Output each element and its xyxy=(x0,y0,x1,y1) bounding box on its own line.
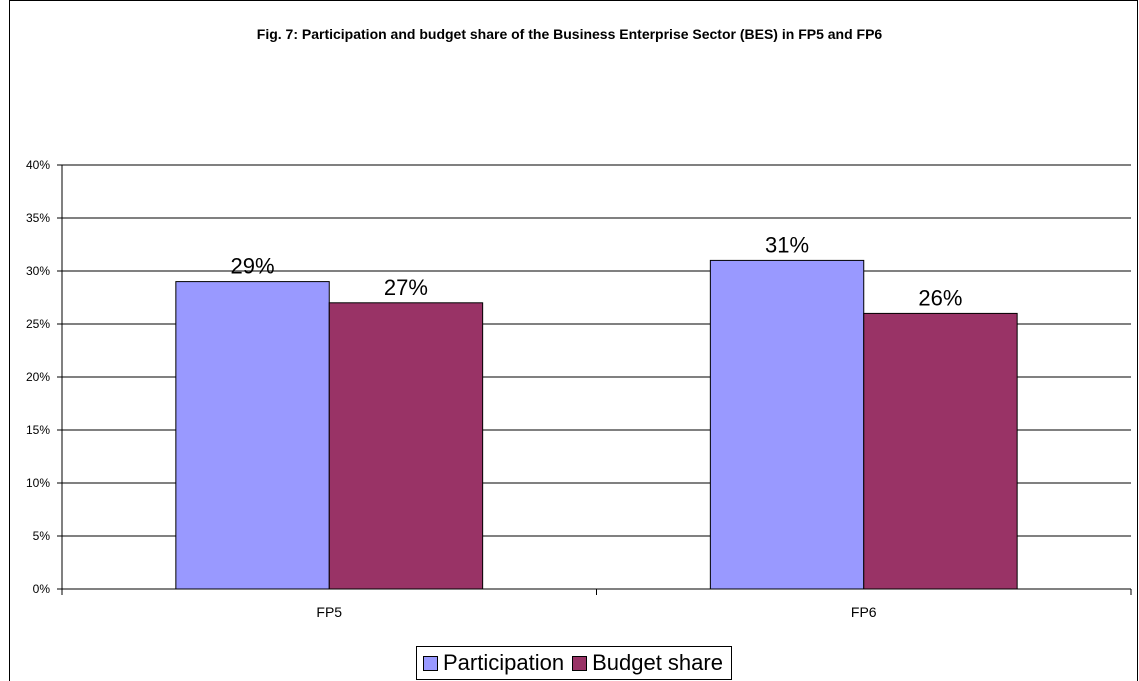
bar-budget-share xyxy=(863,312,1018,590)
legend-label-participation: Participation xyxy=(443,650,565,675)
legend-entry-participation: Participation xyxy=(423,650,564,676)
legend-swatch-budget-share xyxy=(572,655,588,671)
y-tick-label: 25% xyxy=(26,317,50,331)
bar-budget-share xyxy=(328,302,484,590)
legend: Participation Budget share xyxy=(416,646,732,680)
data-label: 31% xyxy=(765,232,809,257)
data-label: 29% xyxy=(231,254,275,279)
y-tick-label: 15% xyxy=(26,423,50,437)
data-label: 27% xyxy=(384,275,428,300)
chart-title: Fig. 7: Participation and budget share o… xyxy=(256,26,883,42)
x-tick-label: FP5 xyxy=(316,604,342,620)
y-tick-label: 20% xyxy=(26,370,50,384)
legend-label-budget-share: Budget share xyxy=(592,650,723,675)
y-tick-label: 10% xyxy=(26,476,50,490)
legend-entry-budget-share: Budget share xyxy=(572,650,723,676)
y-tick-label: 35% xyxy=(26,211,50,225)
y-tick-label: 40% xyxy=(26,158,50,172)
data-label: 26% xyxy=(918,285,962,310)
chart-frame xyxy=(9,0,1138,681)
y-tick-label: 5% xyxy=(33,529,51,543)
y-tick-label: 30% xyxy=(26,264,50,278)
bar-participation xyxy=(175,281,330,590)
x-tick-label: FP6 xyxy=(851,604,877,620)
legend-swatch-participation xyxy=(423,655,438,671)
y-tick-label: 0% xyxy=(33,582,51,596)
bar-participation xyxy=(709,259,865,590)
